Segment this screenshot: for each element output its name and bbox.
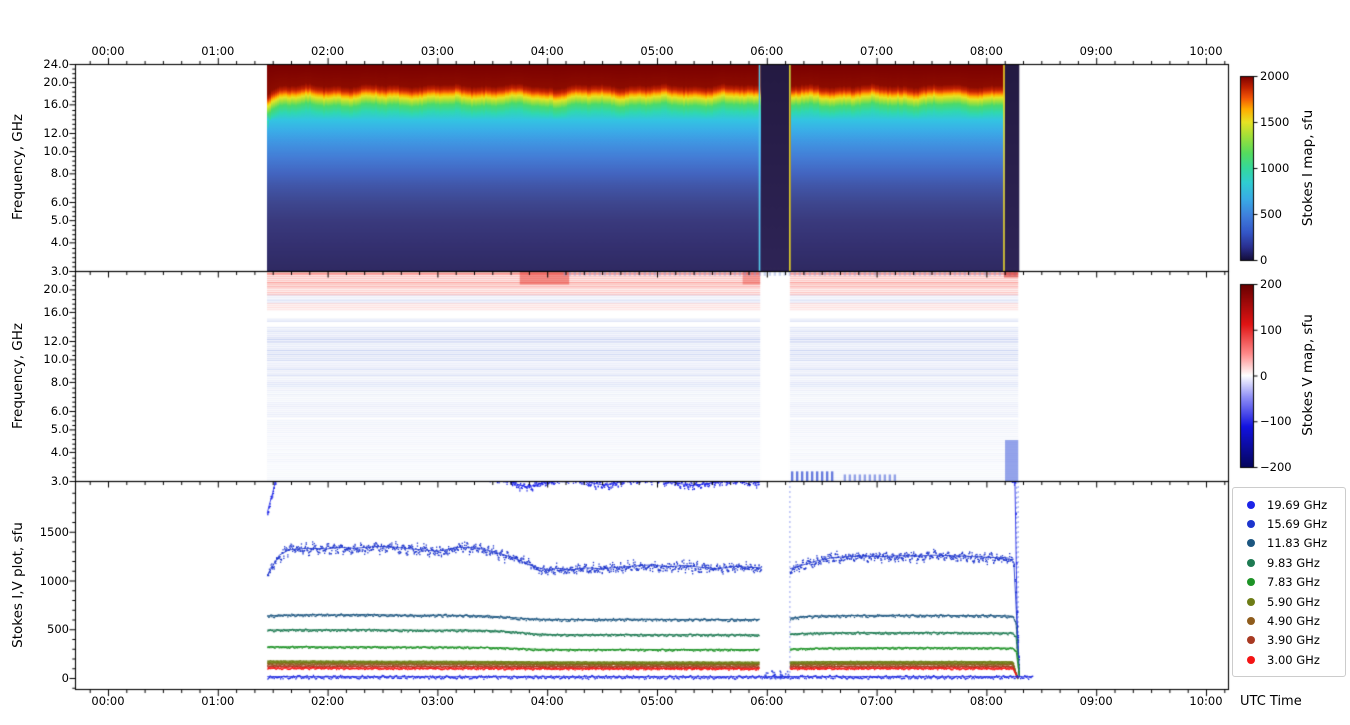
x-tick-label-top: 04:00 xyxy=(530,44,564,58)
legend-item: 19.69 GHz xyxy=(1233,495,1345,514)
legend-marker-dot xyxy=(1247,655,1255,664)
x-tick-label-top: 01:00 xyxy=(201,44,235,58)
x-tick-label-top: 05:00 xyxy=(640,44,674,58)
y-tick-label-stokes-v: 6.0 xyxy=(50,404,69,418)
x-tick-label-top: 07:00 xyxy=(860,44,894,58)
y-tick-label-stokes-v: 12.0 xyxy=(43,334,69,348)
colorbar2-tick-label: −200 xyxy=(1260,460,1292,474)
colorbar-label-stokes-v: Stokes V map, sfu xyxy=(1300,314,1316,436)
legend-item: 7.83 GHz xyxy=(1233,573,1345,592)
x-tick-label-bottom: 00:00 xyxy=(91,694,125,708)
y-tick-label-stokes-i: 20.0 xyxy=(43,75,69,90)
x-tick-label-bottom: 08:00 xyxy=(969,694,1003,708)
y-tick-label-stokes-plot: 500 xyxy=(47,622,69,637)
legend-item: 5.90 GHz xyxy=(1233,592,1345,611)
y-tick-label-stokes-i: 8.0 xyxy=(50,166,69,181)
x-tick-label-top: 09:00 xyxy=(1079,44,1113,58)
legend-marker-dot xyxy=(1247,597,1255,606)
legend-item: 15.69 GHz xyxy=(1233,514,1345,533)
y-tick-label-stokes-i: 16.0 xyxy=(43,97,69,112)
y-tick-label-stokes-v: 5.0 xyxy=(50,422,69,437)
y-axis-label-frequency-top: Frequency, GHz xyxy=(10,113,26,221)
legend-marker-dot xyxy=(1247,636,1255,645)
colorbar2-tick-label: 200 xyxy=(1260,277,1282,291)
legend-item: 11.83 GHz xyxy=(1233,534,1345,553)
colorbar2-tick-label: 100 xyxy=(1260,322,1282,337)
legend-item-label: 3.90 GHz xyxy=(1267,633,1320,648)
y-tick-label-stokes-i: 10.0 xyxy=(43,144,69,159)
y-tick-label-stokes-i: 24.0 xyxy=(43,57,69,71)
legend-marker-dot xyxy=(1247,617,1255,626)
x-axis-label-utc: UTC Time xyxy=(1240,694,1302,709)
x-tick-label-top: 00:00 xyxy=(91,44,125,58)
x-tick-label-bottom: 02:00 xyxy=(311,694,345,708)
x-tick-label-bottom: 01:00 xyxy=(201,694,235,708)
legend-item-label: 5.90 GHz xyxy=(1267,594,1320,609)
x-tick-label-top: 10:00 xyxy=(1189,44,1223,58)
colorbar2-tick-label: −100 xyxy=(1260,414,1292,429)
legend-item-label: 15.69 GHz xyxy=(1267,517,1328,532)
y-tick-label-stokes-i: 5.0 xyxy=(50,213,69,228)
y-tick-label-stokes-v: 4.0 xyxy=(50,444,69,459)
x-tick-label-bottom: 04:00 xyxy=(530,694,564,708)
x-tick-label-top: 02:00 xyxy=(311,44,345,58)
x-tick-label-bottom: 05:00 xyxy=(640,694,674,708)
legend-item-label: 11.83 GHz xyxy=(1267,536,1328,551)
legend-item-label: 7.83 GHz xyxy=(1267,575,1320,590)
x-tick-label-bottom: 03:00 xyxy=(420,694,454,708)
legend-item-label: 4.90 GHz xyxy=(1267,614,1320,629)
y-tick-label-stokes-i: 12.0 xyxy=(43,126,69,140)
legend-marker-dot xyxy=(1247,578,1255,587)
y-tick-label-stokes-v: 8.0 xyxy=(50,374,69,389)
legend-item: 3.90 GHz xyxy=(1233,631,1345,650)
x-tick-label-bottom: 09:00 xyxy=(1079,694,1113,708)
legend-item: 4.90 GHz xyxy=(1233,611,1345,630)
colorbar1-tick-label: 2000 xyxy=(1260,69,1290,83)
colorbar1-tick-label: 1500 xyxy=(1260,115,1290,129)
legend-marker-dot xyxy=(1247,539,1255,548)
x-tick-label-top: 03:00 xyxy=(420,44,454,58)
y-tick-label-stokes-plot: 1500 xyxy=(39,524,69,539)
y-tick-label-stokes-i: 3.0 xyxy=(50,264,69,278)
legend-item-label: 9.83 GHz xyxy=(1267,555,1320,570)
y-tick-label-stokes-v: 20.0 xyxy=(43,282,69,297)
legend-item: 9.83 GHz xyxy=(1233,553,1345,572)
x-tick-label-top: 06:00 xyxy=(750,44,784,58)
y-tick-label-stokes-i: 6.0 xyxy=(50,195,69,209)
legend: 19.69 GHz 15.69 GHz 11.83 GHz 9.83 GHz 7.83 … xyxy=(1232,487,1346,677)
y-tick-label-stokes-plot: 1000 xyxy=(39,573,69,588)
legend-marker-dot xyxy=(1247,558,1255,567)
y-tick-label-stokes-v: 10.0 xyxy=(43,352,69,367)
y-tick-label-stokes-v: 16.0 xyxy=(43,304,69,319)
legend-marker-dot xyxy=(1247,520,1255,529)
x-tick-label-top: 08:00 xyxy=(969,44,1003,58)
y-tick-label-stokes-plot: 0 xyxy=(61,671,69,685)
colorbar1-tick-label: 1000 xyxy=(1260,161,1290,175)
colorbar2-tick-label: 0 xyxy=(1260,368,1268,383)
x-tick-label-bottom: 06:00 xyxy=(750,694,784,708)
legend-item-label: 19.69 GHz xyxy=(1267,497,1328,512)
colorbar-label-stokes-i: Stokes I map, sfu xyxy=(1300,109,1316,227)
x-tick-label-bottom: 07:00 xyxy=(860,694,894,708)
legend-item-label: 3.00 GHz xyxy=(1267,652,1320,667)
legend-item: 3.00 GHz xyxy=(1233,650,1345,669)
y-axis-label-stokes-plot: Stokes I,V plot, sfu xyxy=(10,522,26,648)
y-tick-label-stokes-v: 3.0 xyxy=(50,474,69,488)
legend-marker-dot xyxy=(1247,500,1255,509)
y-tick-label-stokes-i: 4.0 xyxy=(50,235,69,250)
x-tick-label-bottom: 10:00 xyxy=(1189,694,1223,708)
colorbar1-tick-label: 0 xyxy=(1260,253,1268,267)
colorbar1-tick-label: 500 xyxy=(1260,207,1282,221)
y-axis-label-frequency-middle: Frequency, GHz xyxy=(10,322,26,430)
